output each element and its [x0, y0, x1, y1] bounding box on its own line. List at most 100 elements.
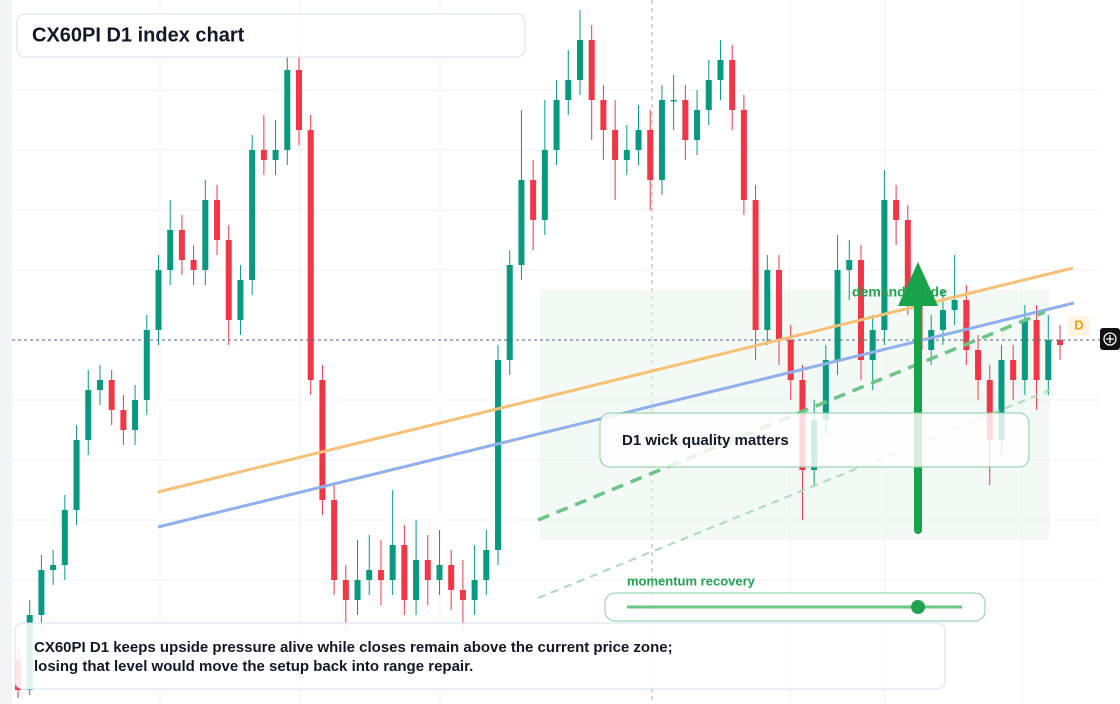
candle-body	[295, 70, 302, 130]
candle-body	[190, 260, 197, 270]
annotation: momentum recovery	[627, 573, 756, 588]
arrow-head	[898, 262, 938, 306]
candle-body	[717, 60, 724, 80]
candle-body	[588, 40, 595, 100]
candle-body	[120, 410, 127, 430]
candle-body	[319, 380, 326, 500]
candle-body	[822, 360, 829, 420]
candle-body	[787, 340, 794, 380]
candle-body	[459, 590, 466, 600]
candle-body	[647, 130, 654, 180]
candle-body	[389, 545, 396, 580]
candle-body	[846, 260, 853, 270]
candle-body	[623, 150, 630, 160]
candle-body	[108, 380, 115, 410]
candle-body	[354, 580, 361, 600]
candle-body	[377, 570, 384, 580]
candle-body	[670, 100, 677, 102]
candle-body	[483, 550, 490, 580]
candle-body	[998, 360, 1005, 440]
candle-body	[366, 570, 373, 580]
candle-body	[1033, 320, 1040, 380]
candle-body	[401, 545, 408, 600]
add-icon	[1106, 335, 1114, 343]
candle-body	[881, 200, 888, 330]
slider-knob	[911, 600, 925, 614]
candle-body	[202, 200, 209, 270]
candle-body	[143, 330, 150, 400]
candle-body	[1010, 360, 1017, 380]
candle-body	[635, 130, 642, 150]
candle-body	[331, 500, 338, 580]
annotation: D1 wick quality matters	[622, 432, 789, 449]
candle-body	[237, 280, 244, 320]
candle-body	[729, 60, 736, 110]
badge	[1068, 316, 1090, 336]
candle-body	[553, 100, 560, 150]
candle-body	[904, 220, 911, 300]
candle-body	[50, 565, 57, 570]
candle-body	[518, 180, 525, 265]
annotation: demand guide	[852, 284, 947, 300]
channel-line	[537, 310, 1046, 522]
candle-body	[869, 330, 876, 360]
candle-body	[85, 390, 92, 440]
candle-body	[893, 200, 900, 220]
candle-body	[939, 310, 946, 330]
candle-body	[1057, 340, 1063, 345]
candle-body	[342, 580, 349, 600]
candle-body	[73, 440, 80, 510]
candle-body	[96, 380, 103, 390]
candle-body	[963, 300, 970, 350]
candle-body	[530, 180, 537, 220]
candle-body	[424, 560, 431, 580]
chart-title: CX60PI D1 index chart	[32, 24, 245, 46]
candle-body	[272, 150, 279, 160]
candle-body	[448, 565, 455, 590]
left-strip	[0, 0, 12, 704]
candle-body	[834, 270, 841, 360]
candle-body	[705, 80, 712, 110]
note-box	[599, 412, 1030, 468]
candle-body	[752, 200, 759, 330]
candle-body	[249, 150, 256, 280]
candle-body	[764, 270, 771, 330]
candle-body	[612, 130, 619, 160]
candle-body	[776, 270, 783, 340]
candle-body	[658, 100, 665, 180]
caption-box	[14, 622, 946, 690]
candle-body	[541, 150, 548, 220]
candle-body	[694, 110, 701, 140]
candle-body	[576, 40, 583, 80]
candle-body	[214, 200, 221, 240]
candle-body	[61, 510, 68, 565]
candle-body	[284, 70, 291, 150]
candle-body	[495, 360, 502, 550]
candle-body	[167, 230, 174, 270]
candle-body	[155, 270, 162, 330]
candle-body	[600, 100, 607, 130]
add-icon	[1103, 332, 1117, 346]
candle-body	[975, 350, 982, 380]
candle-body	[178, 230, 185, 260]
candle-body	[413, 560, 420, 600]
candle-body	[307, 130, 314, 380]
candle-body	[740, 110, 747, 200]
candle-body	[1045, 340, 1052, 380]
candle-body	[857, 260, 864, 360]
candle-body	[436, 565, 443, 580]
candle-body	[506, 265, 513, 360]
candle-body	[565, 80, 572, 100]
badge-label: D	[1074, 317, 1083, 332]
candle-body	[951, 300, 958, 310]
caption-line: CX60PI D1 keeps upside pressure alive wh…	[34, 639, 673, 656]
title-box	[16, 13, 526, 58]
candle-body	[132, 400, 139, 430]
candle-body	[260, 150, 267, 160]
candle-body	[986, 380, 993, 440]
caption-line: losing that level would move the setup b…	[34, 658, 473, 675]
candle-body	[225, 240, 232, 320]
candle-body	[38, 570, 45, 615]
